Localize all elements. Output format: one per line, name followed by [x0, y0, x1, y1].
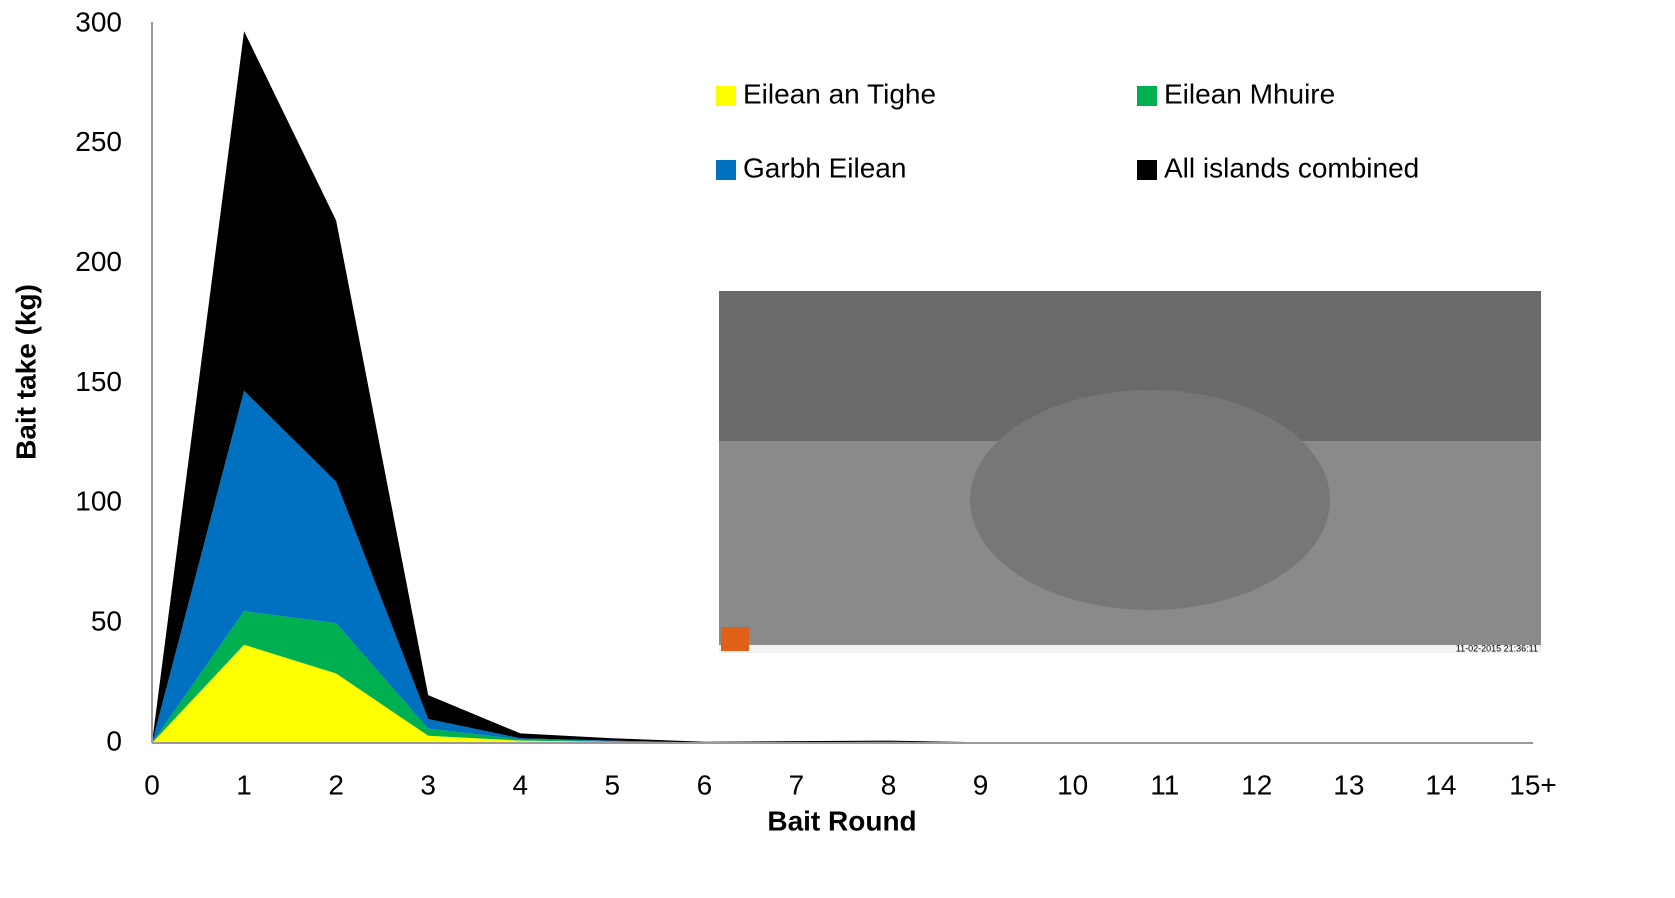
- x-tick-label: 9: [973, 769, 989, 800]
- y-tick-label: 200: [75, 246, 122, 277]
- photo-strip: [719, 645, 1541, 653]
- y-tick-label: 150: [75, 366, 122, 397]
- x-tick-label: 1: [236, 769, 252, 800]
- legend-label: Eilean Mhuire: [1164, 78, 1335, 109]
- y-tick-label: 300: [75, 6, 122, 37]
- x-tick-label: 15+: [1509, 769, 1557, 800]
- photo-logo: [721, 627, 749, 651]
- x-tick-label: 4: [512, 769, 528, 800]
- x-tick-label: 3: [420, 769, 436, 800]
- x-tick-label: 7: [789, 769, 805, 800]
- inset-photo: 11-02-2015 21:36:11: [719, 291, 1541, 653]
- x-tick-label: 11: [1150, 769, 1179, 800]
- page: Bait Round Bait take (kg) 11-02-2015 21:…: [0, 0, 1675, 898]
- y-tick-label: 250: [75, 126, 122, 157]
- legend-swatch: [1137, 160, 1157, 180]
- y-tick-label: 0: [106, 725, 122, 756]
- y-axis-label: Bait take (kg): [10, 284, 41, 460]
- x-tick-label: 12: [1241, 769, 1272, 800]
- legend-label: All islands combined: [1164, 152, 1419, 183]
- x-tick-label: 10: [1057, 769, 1088, 800]
- x-tick-label: 14: [1425, 769, 1456, 800]
- legend-swatch: [1137, 86, 1157, 106]
- photo-subject: [970, 390, 1330, 610]
- legend-label: Garbh Eilean: [743, 152, 906, 183]
- x-tick-label: 0: [144, 769, 160, 800]
- legend-label: Eilean an Tighe: [743, 78, 936, 109]
- photo-timestamp: 11-02-2015 21:36:11: [1456, 643, 1538, 653]
- x-tick-label: 8: [881, 769, 897, 800]
- legend-swatch: [716, 86, 736, 106]
- y-tick-label: 100: [75, 486, 122, 517]
- chart: Bait Round Bait take (kg) 11-02-2015 21:…: [0, 0, 1675, 898]
- x-tick-label: 2: [328, 769, 344, 800]
- x-tick-label: 5: [605, 769, 621, 800]
- x-axis-label: Bait Round: [767, 805, 916, 836]
- x-tick-label: 6: [697, 769, 713, 800]
- legend-swatch: [716, 160, 736, 180]
- y-tick-label: 50: [91, 606, 122, 637]
- x-tick-label: 13: [1333, 769, 1364, 800]
